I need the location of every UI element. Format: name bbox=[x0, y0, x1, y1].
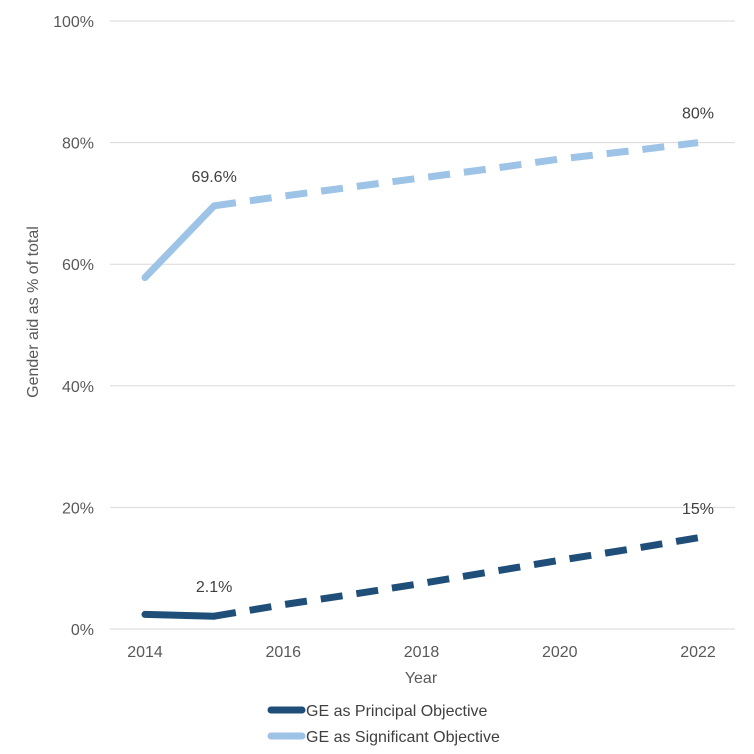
x-tick-label: 2020 bbox=[542, 644, 578, 661]
series-line-solid-1 bbox=[141, 202, 218, 282]
data-label: 2.1% bbox=[196, 579, 232, 596]
series-lines bbox=[141, 139, 699, 620]
data-label: 69.6% bbox=[191, 169, 236, 186]
y-tick-label: 100% bbox=[53, 14, 94, 31]
x-tick-label: 2016 bbox=[265, 644, 301, 661]
x-axis-ticks: 2014 2016 2018 2020 2022 bbox=[127, 644, 716, 661]
x-axis-title: Year bbox=[405, 670, 438, 687]
y-tick-label: 60% bbox=[62, 257, 94, 274]
series-line-solid-0 bbox=[141, 610, 218, 620]
y-axis-ticks: 0% 20% 40% 60% 80% 100% bbox=[53, 14, 94, 639]
legend-label: GE as Principal Objective bbox=[306, 703, 488, 720]
data-label: 80% bbox=[682, 106, 714, 123]
gridlines bbox=[110, 20, 735, 630]
y-axis-title: Gender aid as % of total bbox=[25, 226, 42, 398]
y-tick-label: 20% bbox=[62, 500, 94, 517]
x-tick-label: 2014 bbox=[127, 644, 163, 661]
legend-label: GE as Significant Objective bbox=[306, 729, 500, 746]
data-label: 15% bbox=[682, 501, 714, 518]
y-tick-label: 80% bbox=[62, 136, 94, 153]
y-tick-label: 0% bbox=[71, 622, 94, 639]
y-tick-label: 40% bbox=[62, 379, 94, 396]
series-line-dashed-1 bbox=[213, 139, 699, 210]
data-labels: 2.1% 15% 69.6% 80% bbox=[191, 106, 714, 597]
legend: GE as Principal Objective GE as Significa… bbox=[267, 703, 500, 746]
x-tick-label: 2022 bbox=[680, 644, 716, 661]
series-line-dashed-0 bbox=[213, 534, 699, 620]
x-tick-label: 2018 bbox=[404, 644, 440, 661]
